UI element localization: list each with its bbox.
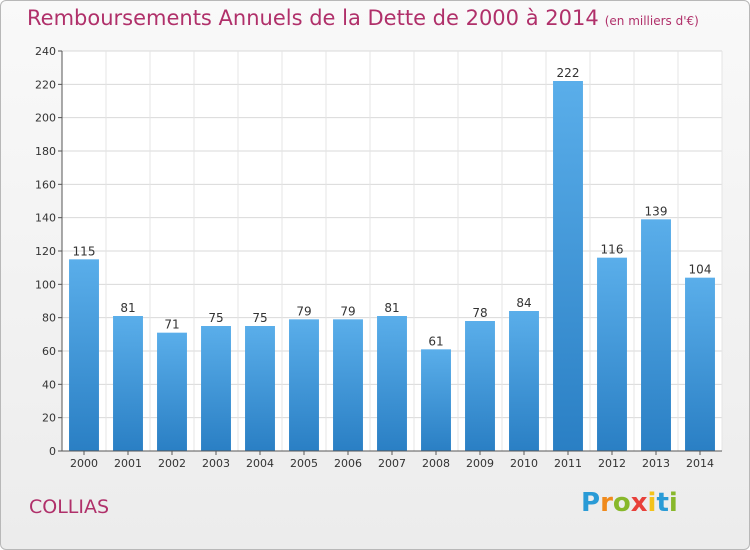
bar-value-label: 79 [340, 304, 355, 318]
x-tick-label: 2006 [334, 457, 362, 470]
bar-2012 [597, 257, 627, 451]
bar-2014 [685, 277, 715, 451]
bar-2005 [289, 319, 319, 451]
logo-letter: i [647, 488, 657, 518]
bar-2013 [641, 219, 671, 451]
bar-value-label: 75 [252, 311, 267, 325]
y-tick-label: 200 [35, 112, 56, 125]
x-tick-label: 2010 [510, 457, 538, 470]
bar-2003 [201, 326, 231, 451]
x-tick-label: 2012 [598, 457, 626, 470]
bar-value-label: 78 [472, 306, 487, 320]
bar-value-label: 79 [296, 304, 311, 318]
bar-2008 [421, 349, 451, 451]
bar-2000 [69, 259, 99, 451]
x-tick-label: 2001 [114, 457, 142, 470]
y-tick-label: 40 [42, 378, 56, 391]
y-tick-label: 80 [42, 312, 56, 325]
bars [69, 81, 715, 451]
chart-title: Remboursements Annuels de la Dette de 20… [27, 6, 699, 30]
bar-2009 [465, 321, 495, 451]
y-tick-label: 140 [35, 212, 56, 225]
x-tick-label: 2007 [378, 457, 406, 470]
labels: 0 20 40 60 80 100 120 140 160 180 200 220 240 115 2000… [35, 45, 714, 470]
logo-letter: r [600, 488, 613, 518]
bar-2001 [113, 316, 143, 451]
bar-value-label: 139 [645, 204, 668, 218]
y-tick-label: 180 [35, 145, 56, 158]
logo-letter: o [612, 488, 631, 518]
x-tick-label: 2003 [202, 457, 230, 470]
x-tick-label: 2008 [422, 457, 450, 470]
x-tick-label: 2013 [642, 457, 670, 470]
x-tick-label: 2002 [158, 457, 186, 470]
city-name: COLLIAS [29, 496, 110, 518]
bar-2004 [245, 326, 275, 451]
y-tick-label: 0 [49, 445, 56, 458]
bar-value-label: 81 [384, 301, 399, 315]
x-tick-label: 2005 [290, 457, 318, 470]
logo-letter: i [668, 488, 678, 518]
y-tick-label: 20 [42, 412, 56, 425]
bar-2010 [509, 311, 539, 451]
bar-value-label: 104 [689, 263, 712, 277]
bar-2002 [157, 332, 187, 451]
logo-letter: P [581, 488, 601, 518]
y-tick-label: 60 [42, 345, 56, 358]
y-tick-label: 160 [35, 178, 56, 191]
x-tick-label: 2011 [554, 457, 582, 470]
y-tick-label: 120 [35, 245, 56, 258]
bar-value-label: 115 [73, 244, 96, 258]
bar-value-label: 222 [557, 66, 580, 80]
bar-value-label: 81 [120, 301, 135, 315]
bar-value-label: 75 [208, 311, 223, 325]
logo-letter: x [630, 488, 648, 518]
y-tick-label: 100 [35, 278, 56, 291]
chart-title-text: Remboursements Annuels de la Dette de 20… [27, 6, 599, 30]
x-tick-label: 2014 [686, 457, 714, 470]
bar-2011 [553, 81, 583, 451]
chart-title-unit: (en milliers d'€) [604, 14, 699, 28]
bar-value-label: 116 [601, 243, 624, 257]
bar-2006 [333, 319, 363, 451]
x-tick-label: 2000 [70, 457, 98, 470]
logo-letter: t [656, 488, 669, 518]
x-tick-label: 2004 [246, 457, 274, 470]
bar-value-label: 61 [428, 334, 443, 348]
y-tick-label: 240 [35, 45, 56, 58]
bar-value-label: 71 [164, 318, 179, 332]
bar-2007 [377, 316, 407, 451]
bar-value-label: 84 [516, 296, 531, 310]
axes [58, 50, 722, 455]
proxiti-logo: Proxiti [581, 488, 678, 518]
x-tick-label: 2009 [466, 457, 494, 470]
y-tick-label: 220 [35, 78, 56, 91]
